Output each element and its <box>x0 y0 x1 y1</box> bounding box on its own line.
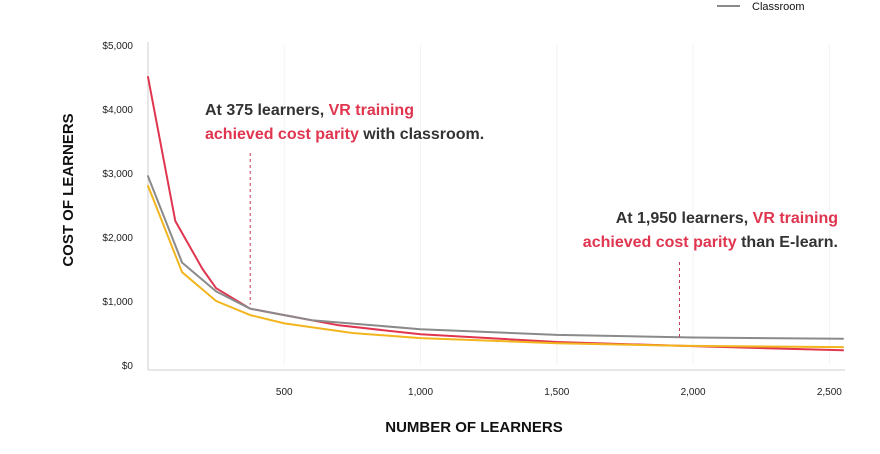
y-tick-label: $3,000 <box>102 169 133 180</box>
x-tick-label: 1,000 <box>408 387 433 398</box>
annotation-segment: than E-learn. <box>737 234 838 251</box>
annotation-375-line1: At 375 learners, VR training <box>205 102 414 119</box>
x-tick-labels: 500 1,000 1,500 2,000 2,500 <box>276 387 842 398</box>
series-lines <box>147 76 844 352</box>
annotation-1950-line1: At 1,950 learners, VR training <box>616 210 838 227</box>
x-tick-label: 1,500 <box>544 387 569 398</box>
series-line-classroom-gray <box>147 175 844 340</box>
y-tick-label: $0 <box>122 361 134 372</box>
x-tick-label: 2,000 <box>681 387 706 398</box>
x-tick-label: 500 <box>276 387 293 398</box>
y-axis-title: COST OF LEARNERS <box>60 113 77 266</box>
legend-label-classroom: Classroom <box>752 1 805 13</box>
x-tick-label: 2,500 <box>817 387 842 398</box>
annotation-segment: achieved cost parity <box>205 126 359 143</box>
legend: Classroom <box>717 1 805 13</box>
annotation-segment: VR training <box>329 102 414 119</box>
annotation-segment: At 1,950 learners, <box>616 210 753 227</box>
annotation-1950-line2: achieved cost parity than E-learn. <box>583 234 838 251</box>
y-tick-label: $2,000 <box>102 233 133 244</box>
y-tick-labels: $0 $1,000 $2,000 $3,000 $4,000 $5,000 <box>102 41 133 372</box>
vertical-gridlines <box>283 45 830 365</box>
y-tick-label: $1,000 <box>102 297 133 308</box>
annotation-segment: VR training <box>753 210 838 227</box>
axes <box>147 42 845 371</box>
y-tick-label: $5,000 <box>102 41 133 52</box>
annotation-markers <box>249 153 680 340</box>
annotation-segment: At 375 learners, <box>205 102 329 119</box>
annotation-segment: with classroom. <box>359 126 484 143</box>
annotation-375-line2: achieved cost parity with classroom. <box>205 126 484 143</box>
y-tick-label: $4,000 <box>102 105 133 116</box>
x-axis-title: NUMBER OF LEARNERS <box>385 419 563 436</box>
annotation-segment: achieved cost parity <box>583 234 737 251</box>
series-line-yellow <box>147 184 844 349</box>
